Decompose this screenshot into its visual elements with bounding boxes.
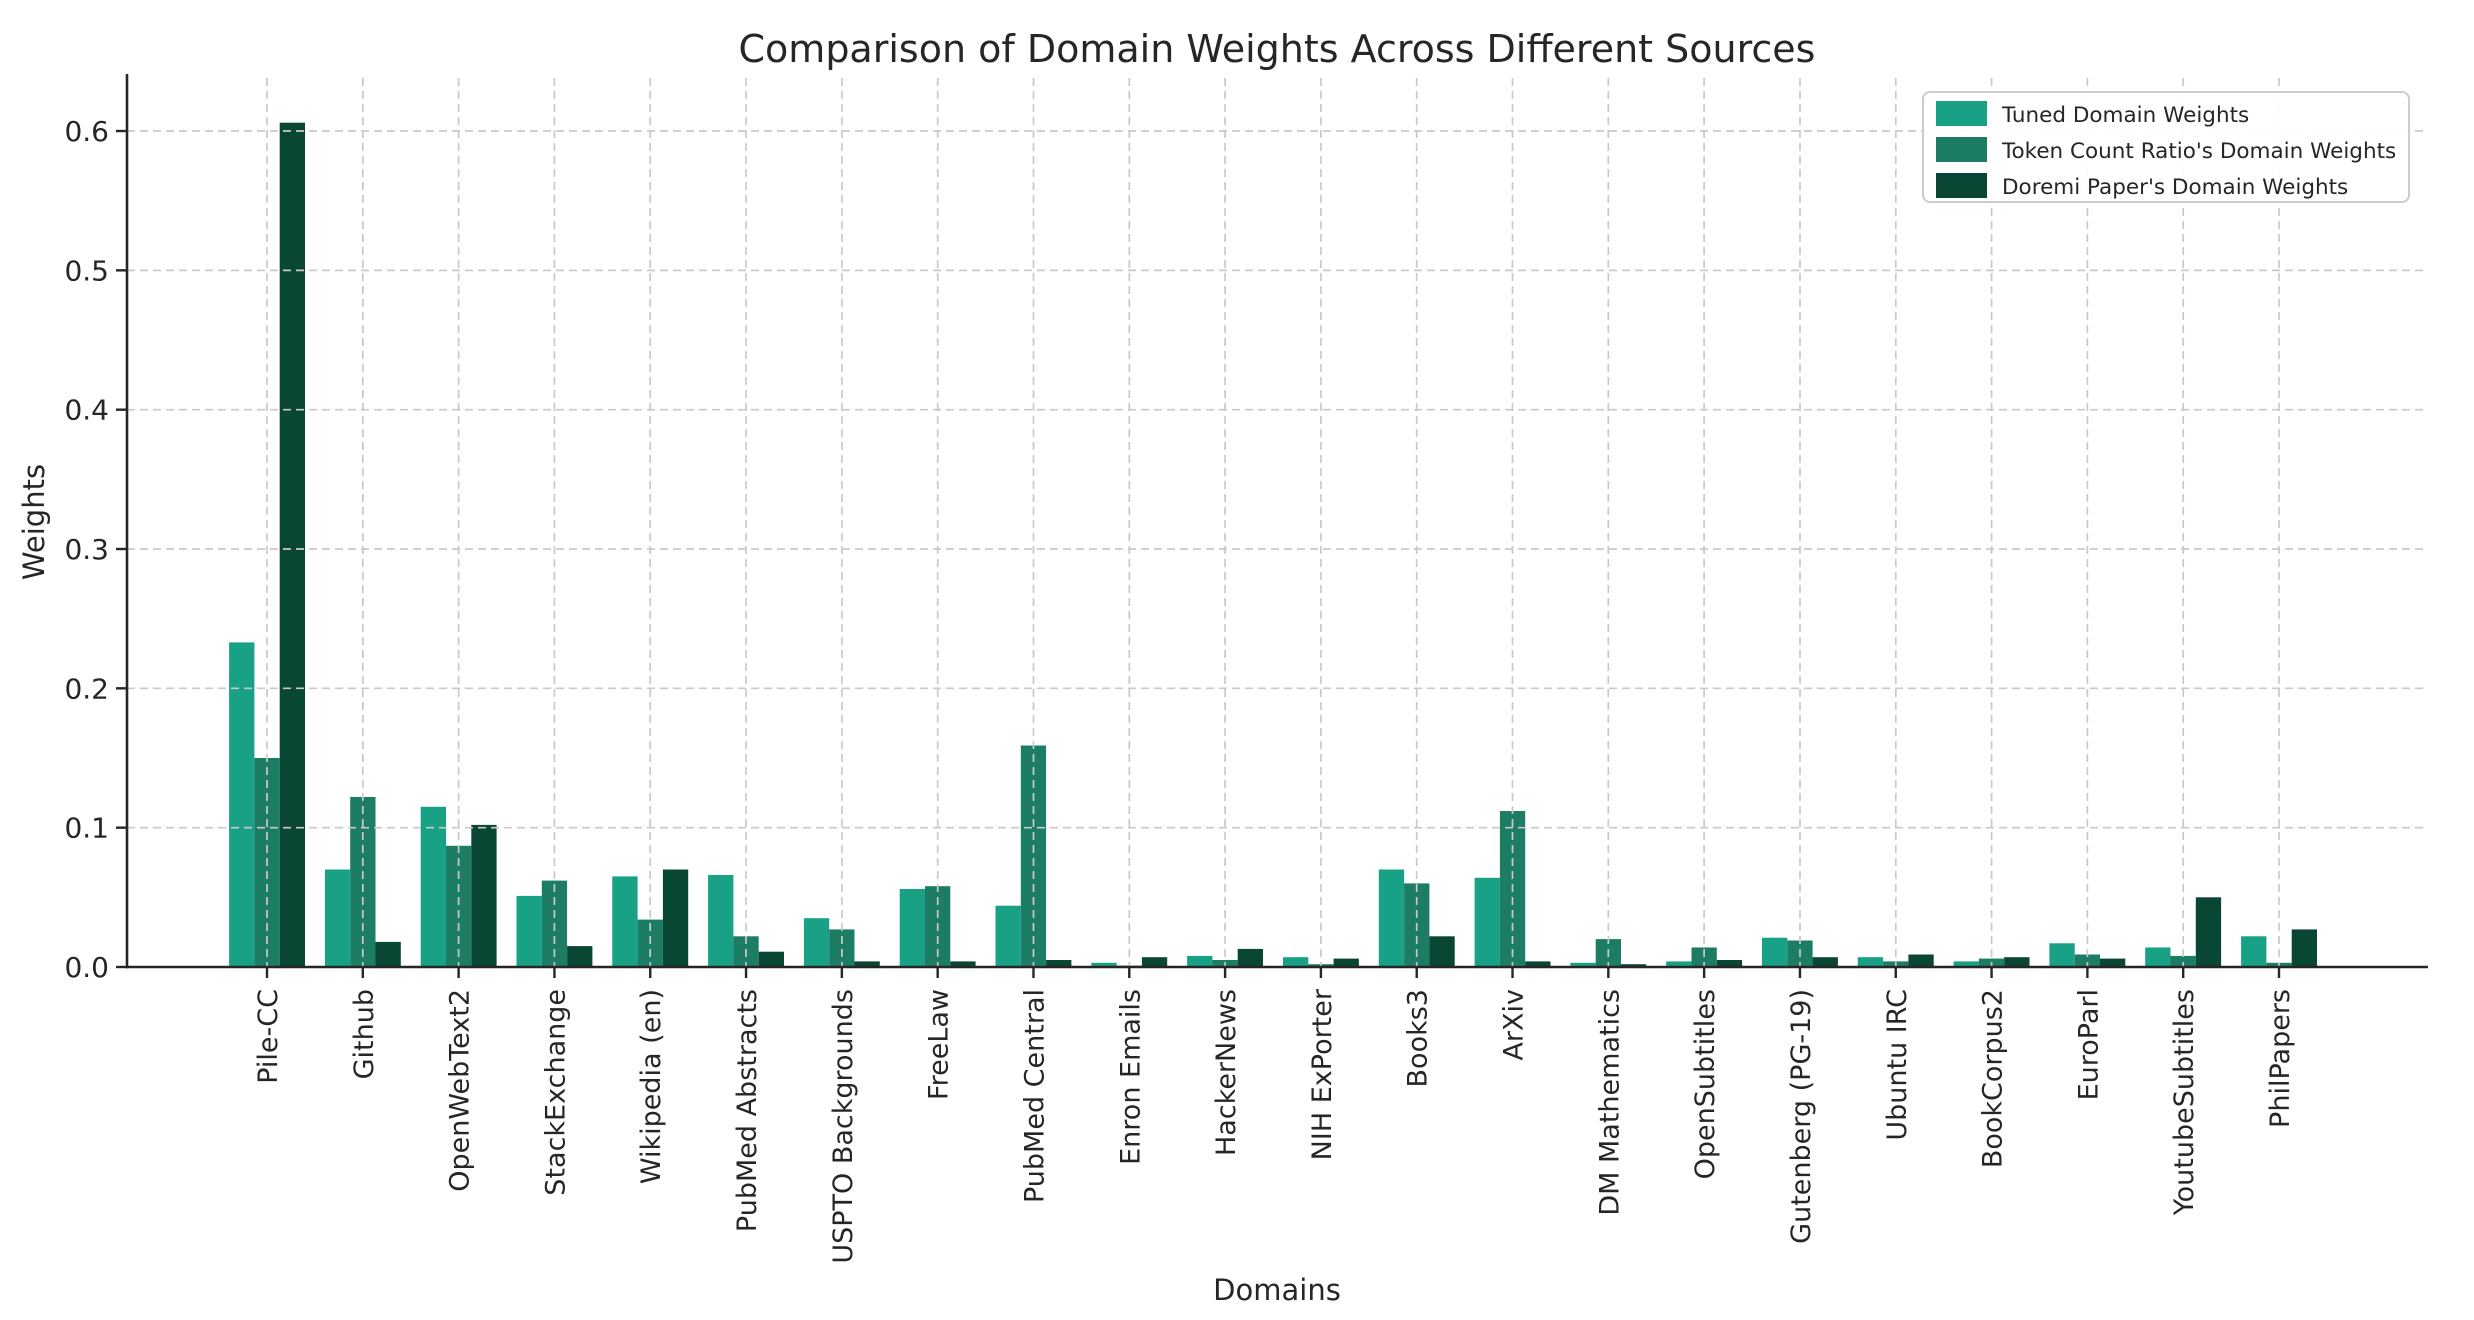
bar-0-0 <box>229 642 255 967</box>
y-axis-label: Weights <box>17 464 51 580</box>
legend-box <box>1922 91 2410 203</box>
bar-2-21 <box>2291 929 2317 967</box>
bar-0-12 <box>1378 869 1405 967</box>
bar-0-7 <box>899 889 925 967</box>
x-tick-label: Pile-CC <box>253 989 284 1084</box>
bar-0-20 <box>2145 947 2171 967</box>
bar-0-2 <box>420 806 446 967</box>
legend: Tuned Domain Weights Token Count Ratio's … <box>1922 91 2410 203</box>
x-tick-label: PubMed Abstracts <box>732 989 763 1232</box>
legend-label-0: Tuned Domain Weights <box>2001 103 2249 128</box>
x-tick-label: EuroParl <box>2073 989 2104 1100</box>
x-tick-label: Books3 <box>1403 989 1434 1087</box>
bars-layer <box>229 122 2317 967</box>
bar-0-5 <box>708 875 734 967</box>
bar-0-4 <box>612 876 638 967</box>
bar-2-11 <box>1333 958 1359 967</box>
bar-0-3 <box>516 895 542 967</box>
grid-layer <box>127 78 2428 967</box>
x-tick-label: Github <box>349 989 380 1079</box>
x-tick-label: OpenWebText2 <box>445 989 476 1192</box>
bar-0-15 <box>1666 961 1692 967</box>
bar-2-2 <box>471 824 497 967</box>
x-tick-label: NIH ExPorter <box>1307 988 1338 1160</box>
x-tick-label: FreeLaw <box>924 989 955 1100</box>
x-tick-label: PhilPapers <box>2265 989 2296 1128</box>
x-tick-label: PubMed Central <box>1020 989 1051 1203</box>
bar-2-6 <box>854 961 880 967</box>
y-tick-label: 0.4 <box>64 394 109 427</box>
bar-2-10 <box>1237 948 1263 967</box>
bar-2-3 <box>567 946 593 967</box>
x-tick-label: YoutubeSubtitles <box>2169 989 2200 1216</box>
bar-0-11 <box>1283 957 1309 967</box>
bar-0-10 <box>1187 955 1213 967</box>
bar-2-4 <box>662 869 689 967</box>
x-tick-label: Ubuntu IRC <box>1882 989 1913 1141</box>
bar-0-19 <box>2049 943 2075 967</box>
y-tick-label: 0.3 <box>64 533 109 566</box>
bar-2-19 <box>2100 958 2126 967</box>
bar-0-8 <box>995 905 1021 967</box>
bar-0-17 <box>1857 957 1884 967</box>
tick-label-layer: 0.0 0.1 0.2 0.3 0.4 0.5 0.6 Pile-CC Github OpenWe… <box>64 115 2296 1264</box>
bar-2-14 <box>1621 964 1647 967</box>
bar-0-14 <box>1570 962 1596 967</box>
x-tick-label: Enron Emails <box>1115 989 1146 1165</box>
bar-0-13 <box>1474 877 1500 967</box>
bar-1-19 <box>2074 954 2100 967</box>
bar-2-16 <box>1812 957 1838 967</box>
bar-2-15 <box>1716 960 1743 967</box>
bar-0-6 <box>803 918 830 967</box>
bar-2-8 <box>1046 960 1072 967</box>
y-tick-label: 0.6 <box>64 115 109 148</box>
bar-0-9 <box>1091 962 1117 967</box>
bar-2-18 <box>2004 957 2030 967</box>
bar-0-16 <box>1762 937 1788 967</box>
bar-1-6 <box>829 929 855 967</box>
x-tick-label: StackExchange <box>540 989 571 1196</box>
x-tick-label: HackerNews <box>1211 989 1242 1156</box>
legend-label-2: Doremi Paper's Domain Weights <box>2002 175 2348 200</box>
bar-1-20 <box>2170 955 2196 967</box>
x-tick-label: Gutenberg (PG-19) <box>1786 989 1817 1244</box>
legend-swatch-0 <box>1936 101 1987 126</box>
bar-2-13 <box>1525 961 1551 967</box>
bar-2-5 <box>758 951 784 967</box>
bar-1-15 <box>1691 947 1717 967</box>
bar-0-21 <box>2241 936 2267 967</box>
legend-swatch-1 <box>1936 137 1987 162</box>
x-tick-label: USPTO Backgrounds <box>828 989 859 1264</box>
x-tick-label: BookCorpus2 <box>1978 989 2009 1168</box>
bar-2-20 <box>2195 897 2222 967</box>
x-tick-label: DM Mathematics <box>1594 989 1625 1216</box>
bar-2-0 <box>279 122 305 967</box>
x-tick-label: OpenSubtitles <box>1690 989 1721 1179</box>
bar-2-9 <box>1141 957 1168 967</box>
bar-2-12 <box>1429 936 1455 967</box>
axis-layer <box>116 74 2428 978</box>
bar-0-1 <box>324 869 351 967</box>
chart-title: Comparison of Domain Weights Across Diff… <box>739 27 1816 71</box>
legend-swatch-2 <box>1936 173 1987 198</box>
x-tick-label: ArXiv <box>1499 989 1530 1061</box>
x-tick-label: Wikipedia (en) <box>636 989 667 1184</box>
x-axis-label: Domains <box>1213 1273 1341 1307</box>
y-tick-label: 0.5 <box>64 254 109 287</box>
legend-label-1: Token Count Ratio's Domain Weights <box>2001 139 2396 164</box>
bar-2-7 <box>950 961 976 967</box>
bar-1-8 <box>1020 745 1047 967</box>
bar-2-1 <box>375 941 401 967</box>
y-tick-label: 0.1 <box>64 812 109 845</box>
bar-0-18 <box>1953 961 1979 967</box>
bar-2-17 <box>1908 954 1934 967</box>
y-tick-label: 0.0 <box>64 951 109 984</box>
y-tick-label: 0.2 <box>64 672 109 705</box>
